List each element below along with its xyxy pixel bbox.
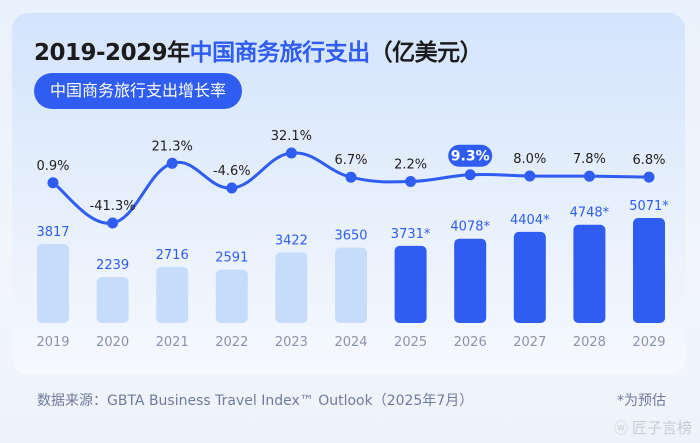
growth-rate-label: 21.3%: [152, 139, 193, 154]
growth-rate-point: [583, 170, 595, 182]
x-tick-label: 2028: [573, 335, 606, 350]
chart-title: 2019-2029年中国商务旅行支出（亿美元）: [34, 33, 483, 67]
forecast-note: *为预估: [617, 393, 666, 409]
title-prefix: 2019-2029年: [34, 40, 190, 66]
growth-rate-label: 6.8%: [632, 153, 665, 168]
data-source: 数据来源：GBTA Business Travel Index™ Outlook…: [37, 393, 474, 409]
growth-rate-point: [405, 176, 417, 188]
bar-value-label: 2591: [215, 251, 248, 266]
bar-value-label: 4078*: [450, 220, 490, 235]
bar-2021: [156, 267, 189, 323]
growth-rate-legend-pill: 中国商务旅行支出增长率: [34, 73, 243, 109]
growth-rate-point: [107, 217, 119, 229]
bar-value-label: 4404*: [510, 213, 550, 228]
growth-rate-label: 8.0%: [513, 152, 546, 167]
watermark-text: 匠子言榜: [631, 419, 692, 437]
bar-2028: [573, 224, 606, 323]
growth-rate-line: [52, 151, 650, 225]
bar-2019: [37, 244, 69, 323]
growth-rate-label: 7.8%: [573, 152, 606, 167]
bar-2022: [215, 269, 248, 323]
growth-rate-label: 2.2%: [394, 158, 427, 173]
title-highlight: 中国商务旅行支出: [189, 40, 371, 66]
bar-value-label: 5071*: [629, 199, 669, 214]
bar-value-label: 2239: [96, 258, 129, 273]
bar-value-label: 3422: [275, 233, 308, 248]
growth-rate-label: 0.9%: [36, 159, 69, 174]
x-tick-label: 2021: [156, 335, 189, 350]
growth-rate-point: [47, 177, 59, 189]
bar-value-label: 3731*: [391, 227, 431, 242]
bar-value-label: 2716: [156, 248, 189, 263]
growth-rate-label: -41.3%: [90, 199, 136, 214]
bar-2029: [633, 218, 665, 323]
growth-rate-label: 6.7%: [334, 153, 367, 168]
bar-value-label: 4748*: [570, 206, 610, 221]
growth-rate-point: [166, 157, 178, 169]
highlight-badge: [448, 144, 493, 167]
x-tick-label: 2023: [275, 335, 308, 350]
x-tick-label: 2024: [334, 335, 367, 350]
title-suffix: （亿美元）: [369, 40, 483, 66]
bar-2026: [454, 238, 487, 323]
x-tick-label: 2022: [215, 335, 248, 350]
x-tick-label: 2019: [36, 335, 69, 350]
x-tick-label: 2027: [513, 335, 546, 350]
x-tick-label: 2026: [454, 335, 487, 350]
growth-rate-point: [345, 171, 357, 183]
growth-rate-point: [524, 170, 536, 182]
growth-rate-label: -4.6%: [213, 164, 251, 179]
bar-2027: [513, 231, 546, 323]
bar-value-label: 3650: [334, 229, 367, 244]
x-tick-label: 2025: [394, 335, 427, 350]
bar-value-label: 3817: [36, 225, 69, 240]
growth-rate-point: [226, 182, 238, 194]
growth-rate-point: [285, 147, 297, 159]
weibo-icon: ⓦ: [613, 421, 628, 437]
watermark: ⓦ 匠子言榜: [614, 417, 692, 438]
bar-2025: [394, 245, 427, 323]
bar-2023: [275, 252, 308, 323]
growth-rate-point: [464, 169, 476, 181]
x-tick-label: 2029: [632, 335, 665, 350]
x-tick-label: 2020: [96, 335, 129, 350]
growth-rate-label: 9.3%: [451, 149, 490, 165]
growth-rate-label: 32.1%: [271, 129, 312, 144]
bar-2024: [335, 247, 367, 323]
bar-2020: [96, 277, 129, 323]
growth-rate-point: [643, 171, 655, 183]
